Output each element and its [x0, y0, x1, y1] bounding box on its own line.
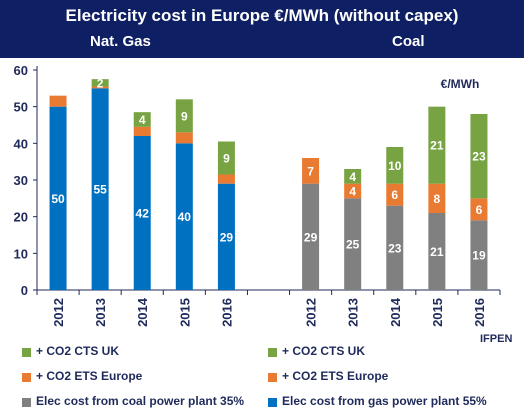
y-tick-label: 10: [14, 246, 28, 261]
group-label-gas: Nat. Gas: [90, 33, 151, 50]
y-tick-label: 0: [21, 283, 28, 298]
x-tick-label: 2015: [177, 298, 192, 327]
bar-value-label: 29: [220, 230, 234, 244]
bar-segment: [386, 147, 404, 184]
bar-value-label: 9: [181, 109, 188, 123]
bar-value-label: 55: [93, 183, 107, 197]
bar-segment: [344, 169, 362, 184]
bar-value-label: 23: [472, 150, 486, 164]
bar-value-label: 9: [223, 152, 230, 166]
y-tick-label: 50: [14, 100, 28, 115]
bar-value-label: 6: [476, 203, 483, 217]
bar-segment: [470, 114, 488, 199]
x-tick-label: 2016: [472, 298, 487, 327]
bar-segment: [175, 132, 193, 144]
chart-title: Electricity cost in Europe €/MWh (withou…: [65, 6, 459, 25]
bar-value-label: 40: [178, 210, 192, 224]
bar-segment: [49, 106, 67, 291]
bar-value-label: 19: [472, 249, 486, 263]
title-banner: [0, 0, 524, 58]
legend-label-right-2: Elec cost from gas power plant 55%: [282, 394, 487, 408]
bar-segment: [133, 136, 151, 290]
x-tick-label: 2014: [388, 297, 403, 327]
bar-segment: [133, 112, 151, 127]
source-label: IFPEN: [480, 333, 513, 345]
bar-segment: [49, 95, 67, 107]
legend-label-left-2: Elec cost from coal power plant 35%: [36, 394, 245, 408]
bar-value-label: 4: [139, 113, 146, 127]
bar-segment: [217, 141, 235, 175]
bar-value-label: 7: [307, 164, 314, 178]
bar-segment: [91, 79, 109, 87]
bar-segment: [428, 213, 446, 290]
legend-swatch-right-2: [268, 398, 277, 407]
bar-value-label: 21: [430, 139, 444, 153]
y-tick-label: 40: [14, 136, 28, 151]
bar-segment: [386, 205, 404, 290]
bar-segment: [386, 183, 404, 206]
x-tick-label: 2014: [135, 297, 150, 327]
bar-segment: [428, 183, 446, 213]
bar-segment: [344, 183, 362, 199]
bar-value-label: 23: [388, 241, 402, 255]
bar-value-label: 8: [434, 192, 441, 206]
bar-segment: [175, 99, 193, 133]
bar-value-label: 25: [346, 238, 360, 252]
bar-segment: [217, 183, 235, 290]
x-tick-label: 2013: [93, 298, 108, 327]
y-tick-label: 60: [14, 63, 28, 78]
bar-segment: [175, 143, 193, 290]
y-tick-label: 20: [14, 210, 28, 225]
legend-label-left-1: + CO2 ETS Europe: [36, 369, 143, 383]
bar-segment: [344, 198, 362, 290]
group-label-coal: Coal: [392, 33, 425, 50]
y-tick-label: 30: [14, 173, 28, 188]
bar-segment: [302, 183, 320, 290]
bar-segment: [470, 220, 488, 290]
bar-segment: [217, 174, 235, 184]
bar-value-label: 50: [51, 192, 65, 206]
bar-segment: [428, 106, 446, 184]
legend-label-right-1: + CO2 ETS Europe: [282, 369, 389, 383]
bar-value-label: 4: [349, 170, 356, 184]
x-tick-label: 2012: [304, 298, 319, 327]
bar-value-label: 4: [349, 185, 356, 199]
legend-swatch-left-2: [22, 398, 31, 407]
bar-value-label: 29: [304, 230, 318, 244]
x-tick-label: 2012: [51, 298, 66, 327]
legend-label-left-0: + CO2 CTS UK: [36, 344, 120, 358]
legend-label-right-0: + CO2 CTS UK: [282, 344, 366, 358]
x-tick-label: 2013: [346, 298, 361, 327]
legend-swatch-left-1: [22, 373, 31, 382]
bar-segment: [133, 126, 151, 136]
bar-value-label: 6: [391, 188, 398, 202]
bar-segment: [91, 86, 109, 89]
x-tick-label: 2016: [219, 298, 234, 327]
legend-swatch-right-1: [268, 373, 277, 382]
x-tick-label: 2015: [430, 298, 445, 327]
bar-segment: [91, 88, 109, 290]
bar-value-label: 42: [136, 207, 150, 221]
bar-segment: [470, 198, 488, 221]
legend-swatch-left-0: [22, 348, 31, 357]
bar-value-label: 2: [97, 76, 104, 90]
bar-value-label: 10: [388, 159, 402, 173]
legend-swatch-right-0: [268, 348, 277, 357]
unit-label: €/MWh: [441, 77, 480, 91]
bar-segment: [302, 158, 320, 184]
bar-value-label: 21: [430, 245, 444, 259]
